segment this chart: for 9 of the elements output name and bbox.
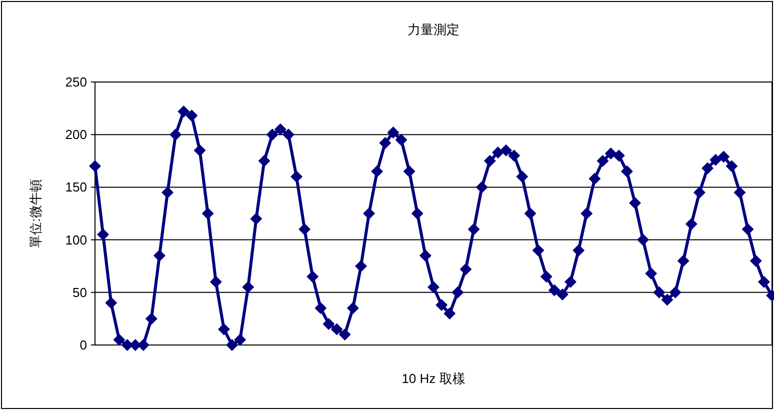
y-tick-label: 50 [72, 284, 87, 300]
y-tick-label: 150 [65, 180, 87, 195]
chart-title: 力量測定 [408, 22, 460, 37]
y-tick-label: 200 [65, 127, 87, 142]
y-tick-label: 250 [65, 74, 87, 90]
y-axis-title: 單位:微牛頓 [28, 179, 43, 248]
y-tick-label: 0 [80, 338, 87, 352]
x-axis-title: 10 Hz 取樣 [402, 371, 466, 386]
y-tick-label: 100 [65, 232, 87, 248]
